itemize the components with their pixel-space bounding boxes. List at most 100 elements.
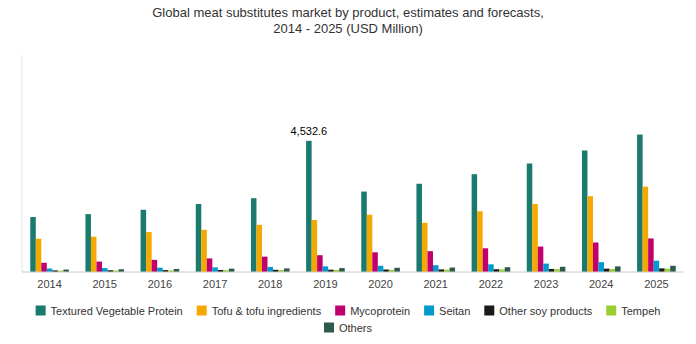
- legend-label: Tofu & tofu ingredients: [212, 305, 322, 317]
- bars: [30, 135, 675, 272]
- legend-swatch: [335, 306, 345, 316]
- bar: [543, 264, 549, 272]
- bar: [207, 258, 213, 272]
- bar: [141, 210, 147, 272]
- bar: [670, 266, 676, 272]
- title-line: Global meat substitutes market by produc…: [152, 5, 544, 20]
- x-axis-line: [22, 272, 684, 273]
- chart: Global meat substitutes market by produc…: [0, 0, 696, 344]
- x-tick-label: 2018: [258, 278, 282, 290]
- bar: [427, 251, 433, 272]
- bar: [251, 198, 257, 272]
- bar: [47, 269, 53, 272]
- legend-label: Seitan: [439, 305, 470, 317]
- legend-item: Seitan: [424, 305, 470, 317]
- bar: [659, 268, 665, 272]
- legend-item: Others: [324, 322, 373, 334]
- x-tick-label: 2021: [424, 278, 448, 290]
- bar: [372, 252, 378, 272]
- bar: [560, 267, 566, 272]
- bar: [41, 263, 47, 272]
- x-tick-label: 2024: [589, 278, 613, 290]
- bar: [361, 192, 367, 272]
- bar: [284, 268, 290, 272]
- bar: [146, 232, 152, 272]
- legend-item: Other soy products: [484, 305, 592, 317]
- legend-label: Mycoprotein: [350, 305, 410, 317]
- bar: [587, 196, 593, 272]
- y-axis-line: [22, 55, 23, 272]
- legend-label: Other soy products: [499, 305, 592, 317]
- bar: [323, 266, 329, 272]
- bar: [36, 239, 42, 272]
- bar: [654, 261, 660, 272]
- legend-swatch: [197, 306, 207, 316]
- bar: [648, 238, 654, 272]
- bar: [152, 260, 158, 272]
- bar: [85, 214, 91, 272]
- bar: [30, 217, 36, 272]
- bar: [422, 223, 428, 272]
- title-line: 2014 - 2025 (USD Million): [273, 21, 423, 36]
- bar: [201, 230, 207, 272]
- bar: [433, 265, 439, 272]
- legend-item: Textured Vegetable Protein: [36, 305, 183, 317]
- legend-item: Tempeh: [606, 305, 660, 317]
- bar: [196, 204, 202, 272]
- x-tick-label: 2015: [93, 278, 117, 290]
- legend-item: Mycoprotein: [335, 305, 410, 317]
- legend-label: Others: [339, 322, 373, 334]
- bar: [256, 225, 262, 272]
- bar: [483, 248, 489, 272]
- bar: [643, 187, 649, 272]
- bar: [450, 268, 456, 272]
- bar: [394, 268, 400, 272]
- x-tick-label: 2014: [37, 278, 61, 290]
- background: [0, 0, 696, 344]
- title: Global meat substitutes market by produc…: [152, 5, 544, 36]
- bar: [262, 257, 268, 272]
- bar: [527, 164, 533, 273]
- bar: [317, 255, 323, 272]
- bar: [637, 135, 643, 272]
- bar: [477, 211, 483, 272]
- bar: [91, 237, 97, 272]
- legend-swatch: [606, 306, 616, 316]
- legend-item: Tofu & tofu ingredients: [197, 305, 322, 317]
- x-tick-label: 2023: [534, 278, 558, 290]
- bar: [339, 268, 345, 272]
- legend: Textured Vegetable Protein Tofu & tofu in…: [36, 305, 661, 334]
- x-tick-label: 2020: [368, 278, 392, 290]
- x-tick-label: 2025: [644, 278, 668, 290]
- bar: [102, 268, 108, 272]
- legend-swatch: [36, 306, 46, 316]
- bar: [267, 267, 273, 272]
- bar: [532, 204, 538, 272]
- bar: [212, 267, 218, 272]
- bar: [416, 184, 422, 272]
- bar: [312, 220, 318, 272]
- legend-swatch: [324, 323, 334, 333]
- bar: [157, 268, 163, 272]
- annotation: 4,532.6: [291, 125, 328, 137]
- bar: [582, 150, 588, 272]
- bar: [615, 266, 621, 272]
- bar: [472, 174, 478, 272]
- bar: [593, 242, 599, 272]
- x-tick-label: 2017: [203, 278, 227, 290]
- bar: [488, 264, 494, 272]
- bar: [598, 262, 604, 272]
- x-tick-label: 2016: [148, 278, 172, 290]
- bar: [306, 141, 312, 272]
- bar: [367, 215, 373, 272]
- x-tick-label: 2019: [313, 278, 337, 290]
- bar: [505, 267, 511, 272]
- x-tick-label: 2022: [479, 278, 503, 290]
- bar: [378, 266, 384, 272]
- legend-swatch: [424, 306, 434, 316]
- legend-label: Textured Vegetable Protein: [51, 305, 183, 317]
- legend-label: Tempeh: [621, 305, 660, 317]
- bar: [538, 247, 544, 272]
- legend-swatch: [484, 306, 494, 316]
- bar: [96, 262, 102, 272]
